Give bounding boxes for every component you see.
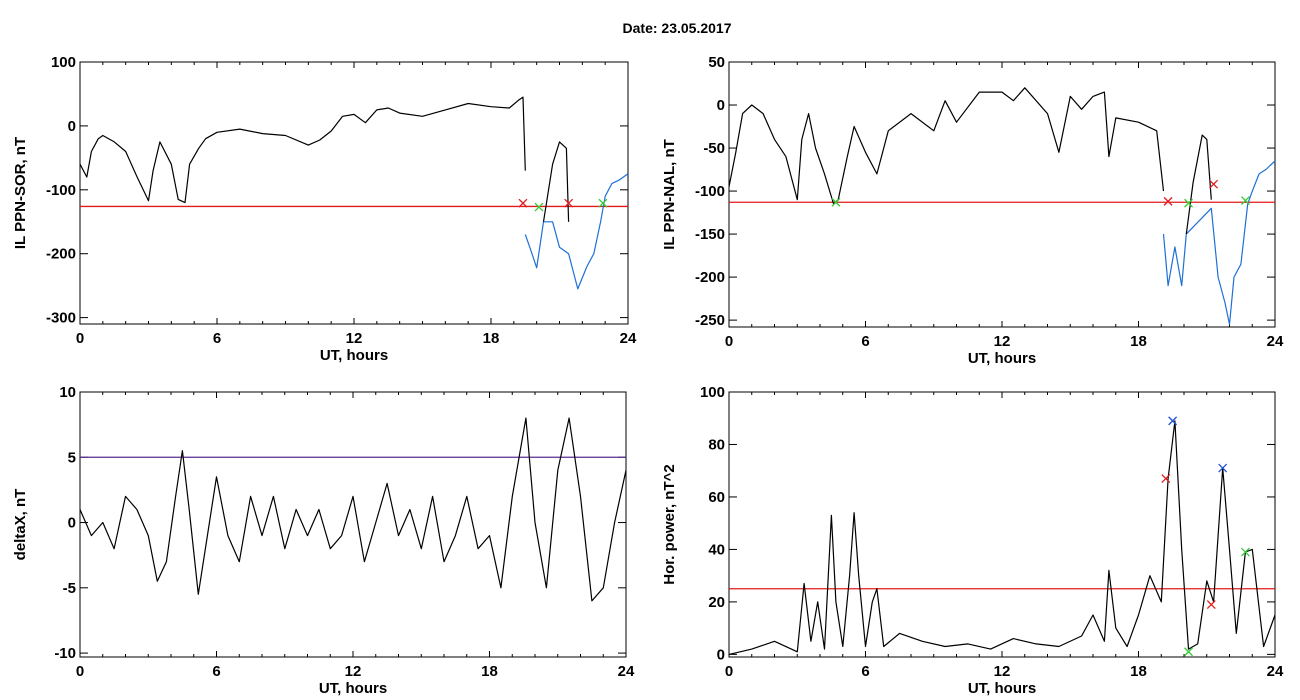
top-left-y-tick-label: -300	[46, 310, 76, 327]
bottom-left-x-tick-label: 6	[212, 663, 220, 680]
bottom-left-plot-frame	[79, 391, 627, 658]
chart-top-right: 0 6 12 18 24 50 0 -50 -100 -150 -200 -250 UT, hours I…	[661, 54, 1284, 367]
bottom-right-marker-stroke	[1218, 463, 1228, 473]
bottom-right-y-tick-label: 40	[708, 541, 725, 558]
bottom-right-marker-stroke	[1184, 647, 1194, 657]
top-left-x-tick-label: 6	[213, 330, 221, 347]
bottom-right-y-axis-label: Hor. power, nT^2	[661, 464, 678, 584]
bottom-right-marker-stroke	[1206, 600, 1216, 609]
bottom-left-x-tick-label: 12	[345, 663, 362, 680]
top-right-x-axis-label: UT, hours	[968, 350, 1036, 367]
bottom-right-y-tick-label: 0	[717, 646, 725, 663]
bottom-right-x-tick-label: 18	[1130, 663, 1147, 680]
bottom-right-x-tick-label: 24	[1267, 663, 1284, 680]
bottom-right-x-tick-label: 6	[861, 663, 869, 680]
top-right-y-tick-label: -50	[703, 140, 725, 157]
top-right-x-tick-label: 18	[1130, 333, 1147, 350]
bottom-right-marker	[1168, 416, 1178, 426]
chart-top-left: 0 6 12 18 24 100 0 -100 -200 -300 UT, hours IL PPN-…	[12, 54, 637, 364]
top-right-marker	[1184, 198, 1194, 208]
bottom-right-y-tick-label: 100	[700, 384, 725, 401]
bottom-left-y-tick-label: -5	[63, 580, 76, 597]
bottom-right-marker-stroke	[1161, 474, 1171, 484]
top-left-x-axis-label: UT, hours	[320, 347, 388, 364]
top-right-marker-stroke	[1163, 196, 1173, 206]
chart-bottom-right: 0 6 12 18 24 100 80 60 40 20 0 UT, hours Hor. power,…	[661, 384, 1284, 697]
top-right-x-tick-label: 0	[725, 333, 733, 350]
top-left-series-line	[79, 96, 526, 204]
top-right-x-tick-label: 12	[994, 333, 1011, 350]
top-right-y-tick-label: 50	[708, 54, 725, 71]
top-right-x-tick-label: 24	[1267, 333, 1284, 350]
bottom-right-marker-stroke	[1168, 416, 1178, 426]
bottom-right-y-tick-label: 80	[708, 436, 725, 453]
top-right-y-tick-label: -150	[695, 226, 725, 243]
bottom-left-y-axis-label: deltaX, nT	[12, 489, 29, 561]
bottom-left-y-tick-label: 5	[68, 449, 76, 466]
top-left-y-tick-label: -200	[46, 246, 76, 263]
bottom-left-x-tick-label: 0	[76, 663, 84, 680]
top-right-series-line	[1185, 134, 1212, 235]
top-left-x-tick-label: 12	[346, 330, 363, 347]
top-right-marker	[831, 197, 841, 207]
top-left-x-tick-label: 0	[76, 330, 84, 347]
top-right-marker-stroke	[1184, 198, 1194, 208]
bottom-left-x-tick-label: 24	[618, 663, 635, 680]
top-left-marker	[518, 198, 528, 208]
top-right-marker-stroke	[831, 197, 841, 207]
bottom-right-marker-stroke	[1240, 547, 1250, 557]
bottom-right-marker	[1184, 647, 1194, 657]
top-right-marker-stroke	[1209, 179, 1219, 189]
figure-title: Date: 23.05.2017	[623, 20, 732, 36]
top-left-series-line	[524, 173, 629, 290]
top-right-series-line	[728, 87, 1165, 205]
bottom-right-marker	[1206, 600, 1216, 609]
bottom-right-y-tick-label: 20	[708, 594, 725, 611]
top-left-y-axis-label: IL PPN-SOR, nT	[12, 137, 29, 249]
top-right-y-tick-label: -200	[695, 269, 725, 286]
top-right-y-axis-label: IL PPN-NAL, nT	[661, 139, 678, 250]
bottom-right-plot-frame	[728, 391, 1276, 658]
top-right-y-tick-label: -100	[695, 183, 725, 200]
bottom-right-x-axis-label: UT, hours	[968, 680, 1036, 697]
top-right-x-tick-label: 6	[861, 333, 869, 350]
top-left-marker	[564, 198, 574, 208]
top-right-y-tick-label: 0	[717, 97, 725, 114]
top-right-plot-frame	[728, 61, 1276, 328]
top-left-marker-stroke	[518, 198, 528, 208]
bottom-right-series-line	[728, 420, 1276, 655]
bottom-left-x-tick-label: 18	[481, 663, 498, 680]
top-left-y-tick-label: 0	[68, 118, 76, 135]
bottom-right-marker	[1218, 463, 1228, 473]
top-left-x-tick-label: 18	[483, 330, 500, 347]
bottom-left-y-tick-label: 0	[68, 515, 76, 532]
bottom-right-marker	[1240, 547, 1250, 557]
bottom-right-x-tick-label: 0	[725, 663, 733, 680]
top-left-y-tick-label: -100	[46, 182, 76, 199]
bottom-left-series-line	[79, 417, 627, 602]
top-right-marker	[1240, 196, 1250, 205]
top-left-x-tick-label: 24	[620, 330, 637, 347]
top-left-marker	[534, 202, 544, 212]
top-right-marker-stroke	[1240, 196, 1250, 205]
bottom-right-x-tick-label: 12	[994, 663, 1011, 680]
top-right-series-line	[1162, 160, 1276, 325]
top-left-plot-frame	[79, 61, 629, 325]
top-left-series-line	[542, 141, 570, 222]
bottom-left-y-tick-label: -10	[54, 645, 76, 662]
top-left-marker-stroke	[534, 202, 544, 212]
top-right-marker	[1163, 196, 1173, 206]
bottom-right-y-tick-label: 60	[708, 489, 725, 506]
top-right-y-tick-label: -250	[695, 312, 725, 329]
bottom-left-y-tick-label: 10	[59, 384, 76, 401]
top-left-marker-stroke	[564, 198, 574, 208]
bottom-left-x-axis-label: UT, hours	[319, 680, 387, 697]
top-right-marker	[1209, 179, 1219, 189]
bottom-right-marker	[1161, 474, 1171, 484]
top-left-y-tick-label: 100	[51, 54, 76, 71]
top-left-marker-stroke	[598, 198, 608, 208]
top-left-marker	[598, 198, 608, 208]
chart-bottom-left: 0 6 12 18 24 10 5 0 -5 -10 UT, hours deltaX, nT	[12, 384, 635, 697]
